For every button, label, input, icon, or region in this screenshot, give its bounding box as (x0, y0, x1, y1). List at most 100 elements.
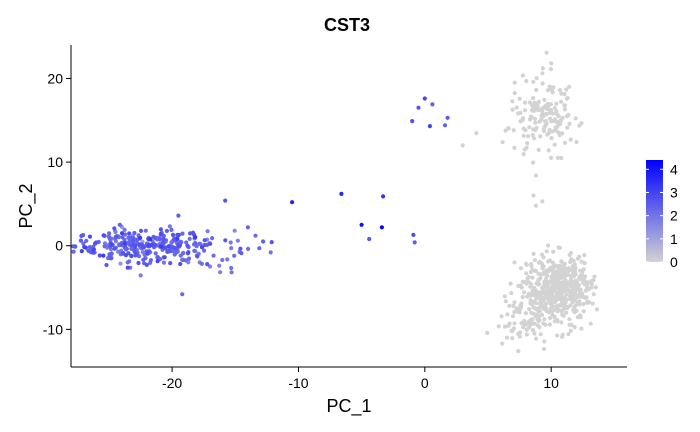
data-point (591, 302, 595, 306)
data-point (545, 51, 549, 55)
data-point (538, 134, 542, 138)
data-point (549, 136, 553, 140)
data-point (531, 305, 535, 309)
data-point (168, 224, 172, 228)
data-point (565, 282, 569, 286)
data-point (563, 269, 567, 273)
data-point (590, 285, 594, 289)
data-point (521, 295, 525, 299)
data-point (564, 311, 568, 315)
data-point (552, 315, 556, 319)
data-point (193, 235, 197, 239)
data-point (569, 284, 573, 288)
data-point (539, 114, 543, 118)
data-point (522, 134, 526, 138)
data-point (501, 140, 505, 144)
data-point (88, 235, 92, 239)
data-point (531, 161, 535, 165)
data-point (114, 235, 118, 239)
data-point (165, 229, 169, 233)
data-point (120, 231, 124, 235)
data-point (547, 148, 551, 152)
data-point (518, 119, 522, 123)
data-point (141, 245, 145, 249)
data-point (562, 301, 566, 305)
data-point (545, 107, 549, 111)
data-point (548, 85, 552, 89)
data-point (229, 266, 233, 270)
data-point (578, 269, 582, 273)
data-point (561, 333, 565, 337)
data-point (558, 283, 562, 287)
data-point (523, 128, 527, 132)
data-point (147, 243, 151, 247)
data-point (587, 300, 591, 304)
data-point (534, 301, 538, 305)
data-point (582, 309, 586, 313)
data-point (560, 313, 564, 317)
data-point (516, 349, 520, 353)
data-point (118, 223, 122, 227)
data-point (525, 263, 529, 267)
data-point (537, 100, 541, 104)
data-point (568, 253, 572, 257)
data-point (529, 115, 533, 119)
y-axis-label: PC_2 (16, 183, 37, 228)
data-point (159, 232, 163, 236)
data-point (161, 237, 165, 241)
data-point (569, 329, 573, 333)
data-point (159, 227, 163, 231)
data-point (163, 255, 167, 259)
data-point (497, 324, 501, 328)
data-point (592, 275, 596, 279)
data-point (411, 233, 415, 237)
data-point (505, 312, 509, 316)
data-point (538, 309, 542, 313)
data-point (531, 133, 535, 137)
data-point (560, 292, 564, 296)
data-point (269, 250, 273, 254)
data-point (531, 96, 535, 100)
data-point (574, 116, 578, 120)
data-point (527, 307, 531, 311)
data-point (223, 199, 227, 203)
data-point (123, 241, 127, 245)
data-point (545, 249, 549, 253)
data-point (549, 67, 553, 71)
data-point (261, 239, 265, 243)
data-point (380, 225, 384, 229)
data-point (546, 243, 550, 247)
data-point (594, 285, 598, 289)
data-point (536, 319, 540, 323)
data-point (562, 92, 566, 96)
data-point (154, 251, 158, 255)
data-point (539, 117, 543, 121)
data-point (542, 347, 546, 351)
data-point (519, 284, 523, 288)
data-point (564, 293, 568, 297)
data-point (509, 329, 513, 333)
data-point (534, 173, 538, 177)
data-point (200, 245, 204, 249)
legend-tick-label: 1 (670, 231, 678, 247)
data-point (526, 134, 530, 138)
data-point (525, 141, 529, 145)
data-point (566, 332, 570, 336)
data-point (230, 270, 234, 274)
data-point (522, 152, 526, 156)
data-point (177, 233, 181, 237)
data-point (522, 290, 526, 294)
data-point (175, 237, 179, 241)
data-point (559, 156, 563, 160)
data-point (139, 273, 143, 277)
data-point (532, 293, 536, 297)
data-point (367, 237, 371, 241)
y-ticks: -1001020 (43, 70, 71, 337)
data-point (159, 244, 163, 248)
data-point (504, 129, 508, 133)
data-point (574, 140, 578, 144)
data-point (113, 230, 117, 234)
data-point (562, 103, 566, 107)
data-point (512, 300, 516, 304)
data-point (531, 80, 535, 84)
